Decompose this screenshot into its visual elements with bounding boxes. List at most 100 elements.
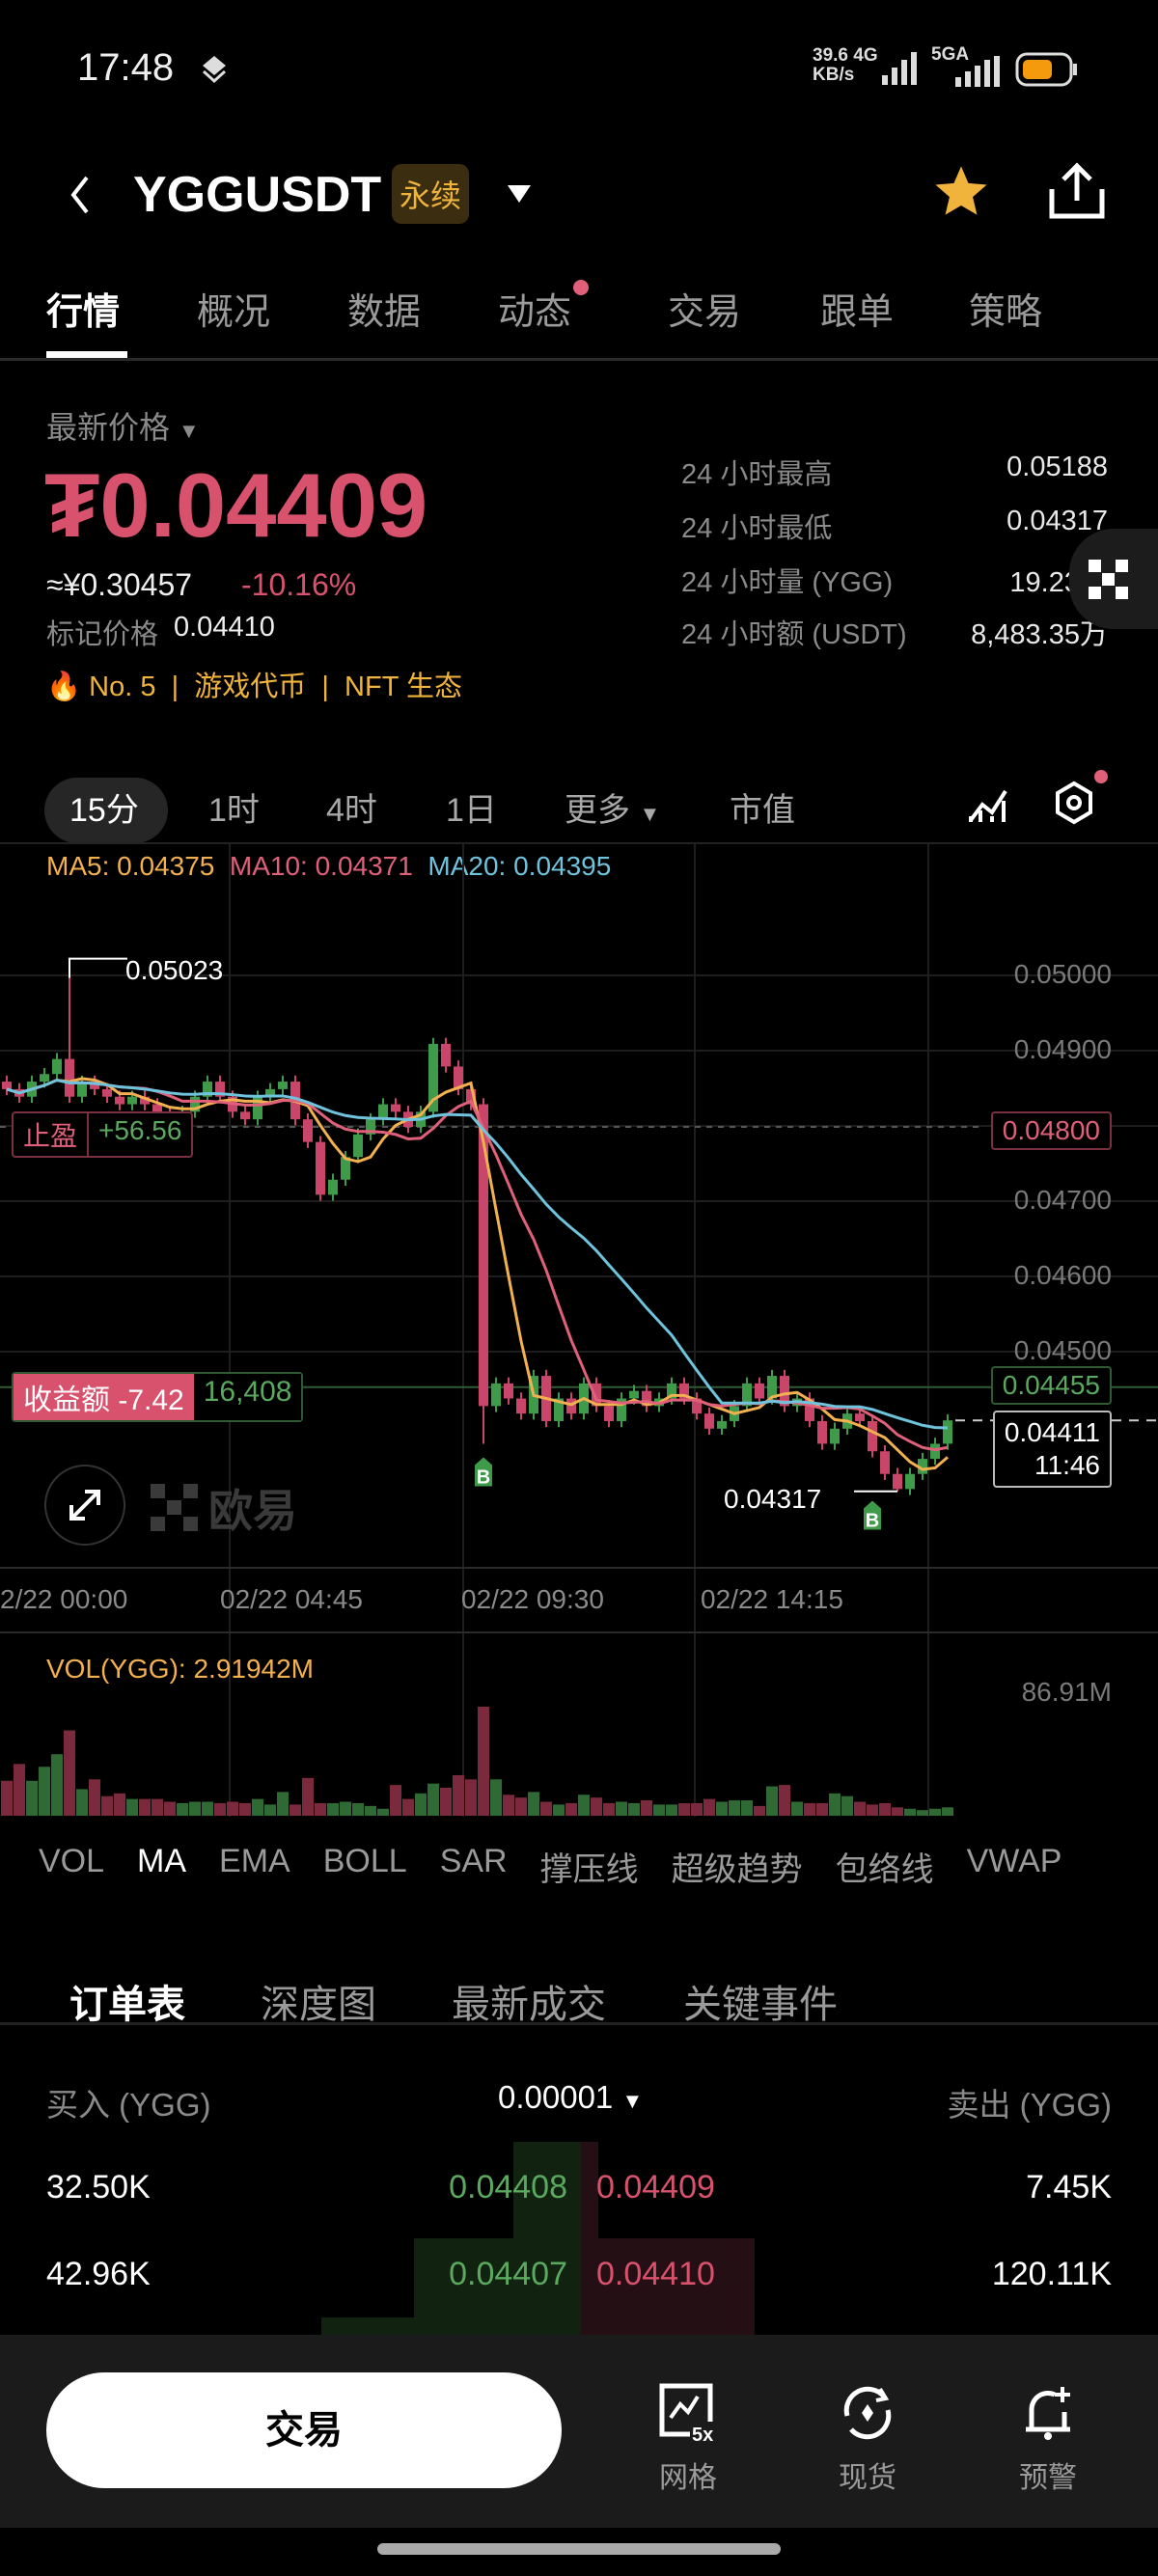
trade-button[interactable]: 交易 xyxy=(46,2372,562,2488)
volume-bar xyxy=(39,1767,50,1816)
volume-bar xyxy=(779,1785,790,1816)
entry-price-tag: 0.04455 xyxy=(990,1366,1112,1405)
settings-icon[interactable] xyxy=(1052,780,1096,826)
candle-body xyxy=(893,1473,902,1490)
indicator-tab-2[interactable]: EMA xyxy=(219,1843,290,1879)
tab-1[interactable]: 概况 xyxy=(197,292,271,333)
indicator-tab-6[interactable]: 超级趋势 xyxy=(671,1851,803,1888)
orderbook-tab-1[interactable]: 深度图 xyxy=(261,1984,376,2026)
indicator-tab-5[interactable]: 撑压线 xyxy=(539,1851,639,1888)
indicator-tab-0[interactable]: VOL xyxy=(39,1843,105,1879)
min-price-label: 0.04317 xyxy=(724,1484,822,1514)
alert-button[interactable]: 预警 xyxy=(990,2383,1106,2496)
buy-marker-label: B xyxy=(866,1510,879,1531)
indicator-tab-4[interactable]: SAR xyxy=(439,1843,508,1879)
indicator-tab-8[interactable]: VWAP xyxy=(966,1843,1062,1879)
tp-price-tag[interactable]: 0.04800 xyxy=(990,1111,1112,1150)
bid-price[interactable]: 0.04408 xyxy=(449,2169,567,2206)
candle-body xyxy=(65,1058,74,1097)
tab-0[interactable]: 行情 xyxy=(46,292,121,333)
tab-2[interactable]: 数据 xyxy=(347,292,422,333)
volume-bar xyxy=(854,1801,866,1816)
symbol-title[interactable]: YGGUSDT xyxy=(133,167,382,223)
tag-row: 🔥 No. 5 | 游戏代币 | NFT 生态 xyxy=(46,671,462,702)
expand-chart-button[interactable] xyxy=(44,1465,125,1546)
indicator-chart-icon[interactable] xyxy=(967,781,1009,824)
candle-body xyxy=(240,1111,250,1120)
battery-icon xyxy=(1015,52,1077,87)
ask-price[interactable]: 0.04410 xyxy=(596,2256,715,2292)
stat-label: 24 小时额 (USDT) xyxy=(681,619,907,650)
candlestick-chart[interactable]: BB xyxy=(0,842,1158,1826)
orderbook-tab-0[interactable]: 订单表 xyxy=(69,1984,185,2026)
chevron-down-icon[interactable] xyxy=(506,183,533,205)
volume-bar xyxy=(264,1804,276,1816)
candle-body xyxy=(428,1043,438,1112)
precision-dropdown[interactable]: 0.00001 ▼ xyxy=(498,2079,644,2115)
volume-bar xyxy=(390,1785,401,1816)
volume-bar xyxy=(76,1789,88,1816)
swap-cycle-icon xyxy=(843,2386,892,2440)
candle-body xyxy=(767,1376,777,1399)
ask-qty[interactable]: 120.11K xyxy=(991,2256,1112,2292)
tab-6[interactable]: 策略 xyxy=(969,292,1043,333)
tab-5[interactable]: 跟单 xyxy=(820,292,895,333)
share-icon[interactable] xyxy=(1048,162,1106,222)
tab-4[interactable]: 交易 xyxy=(668,292,742,333)
bid-depth-bar xyxy=(414,2238,581,2335)
volume-bar xyxy=(929,1808,941,1816)
timeframe-more[interactable]: 更多 ▼ xyxy=(565,792,661,829)
okx-logo-icon xyxy=(151,1484,198,1531)
bid-price[interactable]: 0.04407 xyxy=(449,2256,567,2292)
volume-bar xyxy=(791,1801,803,1816)
position-pnl-tag[interactable]: 收益额 -7.42 16,408 xyxy=(12,1372,304,1422)
timeframe-4h[interactable]: 4时 xyxy=(326,792,377,829)
volume-bar xyxy=(14,1764,25,1816)
volume-bar xyxy=(101,1795,113,1816)
caret-down-icon: ▼ xyxy=(621,2089,644,2113)
ma20-line xyxy=(6,1078,949,1430)
okx-watermark: 欧易 xyxy=(151,1476,297,1540)
spot-button[interactable]: 现货 xyxy=(810,2383,925,2496)
volume-bar xyxy=(152,1798,163,1816)
candle-body xyxy=(629,1390,639,1399)
stat-value: 8,483.35万 xyxy=(971,619,1108,650)
star-icon[interactable] xyxy=(932,164,990,220)
candle-body xyxy=(617,1398,626,1421)
orderbook-tab-3[interactable]: 关键事件 xyxy=(683,1984,838,2026)
market-cap-tab[interactable]: 市值 xyxy=(730,792,795,829)
indicator-tab-3[interactable]: BOLL xyxy=(322,1843,407,1879)
ask-header: 卖出 (YGG) xyxy=(947,2087,1113,2123)
bid-qty[interactable]: 32.50K xyxy=(46,2169,151,2206)
volume-bar xyxy=(51,1754,63,1816)
tab-3[interactable]: 动态 xyxy=(498,280,590,335)
volume-bar xyxy=(917,1810,928,1816)
ecosystem-tag[interactable]: NFT 生态 xyxy=(345,671,462,702)
category-tag[interactable]: 游戏代币 xyxy=(194,671,307,702)
back-icon[interactable] xyxy=(66,174,95,216)
orderbook-tab-2[interactable]: 最新成交 xyxy=(452,1984,606,2026)
indicator-tab-1[interactable]: MA xyxy=(137,1843,187,1879)
grid-bot-button[interactable]: 5x 网格 xyxy=(630,2383,746,2496)
rank-tag[interactable]: No. 5 xyxy=(89,671,156,702)
indicator-tab-7[interactable]: 包络线 xyxy=(835,1851,934,1888)
volume-bar xyxy=(666,1804,677,1816)
price-type-dropdown[interactable]: 最新价格 ▼ xyxy=(46,410,200,445)
bid-depth-bar xyxy=(321,2317,414,2335)
timeframe-1h[interactable]: 1时 xyxy=(208,792,260,829)
ask-qty[interactable]: 7.45K xyxy=(1026,2169,1112,2206)
timeframe-15m[interactable]: 15分 xyxy=(69,792,139,829)
volume-bar xyxy=(214,1802,226,1816)
volume-bar xyxy=(565,1802,577,1816)
ask-price[interactable]: 0.04409 xyxy=(596,2169,715,2206)
mark-price-label: 标记价格 xyxy=(46,619,159,650)
timeframe-1d[interactable]: 1日 xyxy=(446,792,497,829)
home-indicator[interactable] xyxy=(377,2543,781,2555)
volume-bar xyxy=(628,1802,640,1816)
volume-bar xyxy=(26,1780,38,1816)
volume-bar xyxy=(641,1800,652,1816)
take-profit-tag[interactable]: 止盈 +56.56 xyxy=(12,1111,194,1158)
volume-bar xyxy=(578,1795,590,1816)
bid-qty[interactable]: 42.96K xyxy=(46,2256,151,2292)
candle-body xyxy=(868,1420,877,1452)
